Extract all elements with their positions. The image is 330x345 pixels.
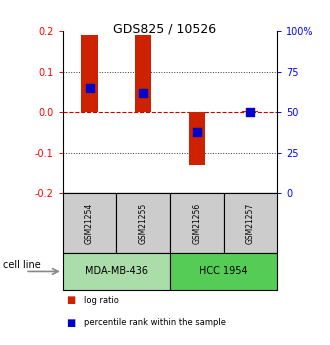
Text: HCC 1954: HCC 1954 <box>199 266 248 276</box>
Text: ■: ■ <box>66 318 75 327</box>
Point <box>141 90 146 96</box>
Bar <box>135 35 151 112</box>
Bar <box>170 193 224 253</box>
Text: GSM21255: GSM21255 <box>139 203 148 244</box>
Point <box>87 85 92 91</box>
Text: log ratio: log ratio <box>84 296 119 305</box>
Text: GSM21257: GSM21257 <box>246 203 255 244</box>
Text: MDA-MB-436: MDA-MB-436 <box>85 266 148 276</box>
Text: percentile rank within the sample: percentile rank within the sample <box>84 318 226 327</box>
Point <box>248 109 253 115</box>
Bar <box>116 193 170 253</box>
Bar <box>63 193 116 253</box>
Point <box>194 129 199 134</box>
Bar <box>242 111 258 112</box>
Text: ■: ■ <box>66 295 75 305</box>
Text: GSM21254: GSM21254 <box>85 203 94 244</box>
Text: GSM21256: GSM21256 <box>192 203 201 244</box>
Bar <box>170 253 277 290</box>
Text: cell line: cell line <box>3 260 41 270</box>
Bar <box>224 193 277 253</box>
Bar <box>189 112 205 165</box>
Text: GDS825 / 10526: GDS825 / 10526 <box>114 22 216 36</box>
Bar <box>63 253 170 290</box>
Bar <box>82 35 98 112</box>
